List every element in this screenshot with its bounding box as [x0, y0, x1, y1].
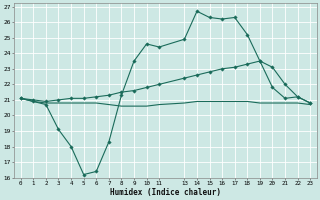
X-axis label: Humidex (Indice chaleur): Humidex (Indice chaleur)	[110, 188, 221, 197]
